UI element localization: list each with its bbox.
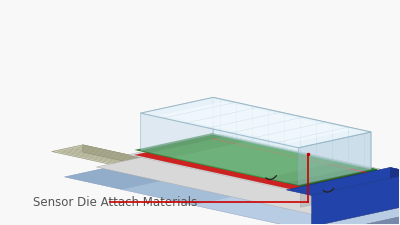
Polygon shape — [141, 114, 298, 185]
Polygon shape — [83, 145, 169, 171]
Polygon shape — [141, 98, 213, 151]
Polygon shape — [312, 192, 400, 225]
Polygon shape — [184, 151, 400, 215]
Polygon shape — [149, 137, 363, 183]
Polygon shape — [141, 98, 371, 148]
Polygon shape — [170, 141, 341, 178]
Polygon shape — [134, 138, 377, 191]
Polygon shape — [312, 173, 400, 225]
Polygon shape — [300, 172, 394, 207]
Polygon shape — [64, 151, 313, 205]
Polygon shape — [300, 174, 377, 192]
Polygon shape — [213, 98, 371, 169]
Polygon shape — [390, 168, 400, 204]
Polygon shape — [134, 133, 377, 186]
Polygon shape — [286, 168, 400, 196]
Polygon shape — [64, 151, 241, 190]
Polygon shape — [212, 133, 377, 174]
Polygon shape — [96, 145, 400, 214]
Polygon shape — [298, 132, 371, 185]
Polygon shape — [160, 102, 352, 144]
Polygon shape — [52, 145, 169, 171]
Polygon shape — [323, 208, 400, 225]
Polygon shape — [134, 138, 377, 191]
Polygon shape — [200, 145, 400, 204]
Text: Sensor Die Attach Materials: Sensor Die Attach Materials — [32, 196, 197, 208]
Polygon shape — [128, 135, 394, 193]
Polygon shape — [64, 151, 400, 225]
Polygon shape — [212, 138, 377, 176]
Polygon shape — [300, 169, 377, 191]
Polygon shape — [222, 135, 394, 187]
